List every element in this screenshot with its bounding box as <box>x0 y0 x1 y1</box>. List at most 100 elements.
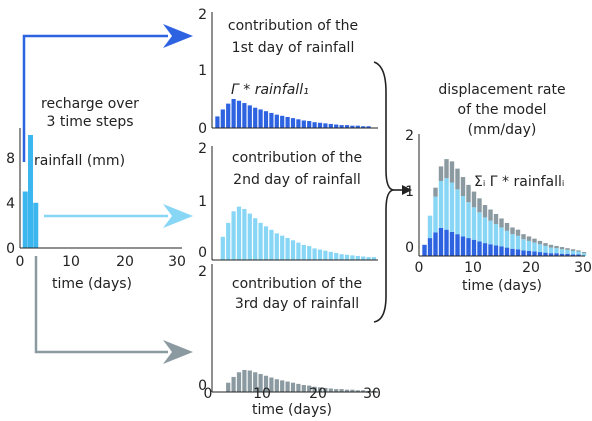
result-bar-day2 <box>493 224 499 246</box>
result-bar-day2 <box>576 251 581 255</box>
day1-ytick: 1 <box>198 63 207 79</box>
day1-caption-line1: contribution of the <box>228 18 358 34</box>
day2-bar <box>236 206 242 260</box>
result-bar-day2 <box>488 220 493 245</box>
day3-bar <box>290 382 296 392</box>
day2-bar <box>301 244 306 260</box>
day1-bar <box>366 126 371 128</box>
day2-bar <box>344 254 350 260</box>
result-bar-day3 <box>554 245 559 249</box>
result-bar-day3 <box>433 187 438 197</box>
day3-bar <box>253 372 258 392</box>
rainfall-xtick: 0 <box>16 254 25 270</box>
day3-bar <box>258 374 263 392</box>
day1-bar <box>334 124 339 128</box>
day1-bar <box>323 123 328 128</box>
day3-bar <box>301 385 306 392</box>
day1-bar <box>312 122 317 128</box>
result-bar-day2 <box>449 182 455 232</box>
day2-bar <box>242 208 247 260</box>
day1-bar <box>231 99 236 128</box>
arrow-to-day1-head <box>163 24 193 48</box>
result-bar-day1 <box>433 232 438 256</box>
result-bar-day2 <box>504 230 510 248</box>
result-bar-day1 <box>570 254 576 256</box>
day2-bar <box>280 235 285 260</box>
day3-bar <box>334 389 339 392</box>
result-bar-day3 <box>499 218 504 228</box>
day3-bar <box>280 380 285 392</box>
day3-bars <box>226 369 377 392</box>
day3-bar <box>366 390 371 392</box>
day3-bar <box>236 372 242 392</box>
day1-bar <box>296 119 301 128</box>
day3-ytick: 0 <box>198 378 207 394</box>
day1-bar <box>350 125 355 128</box>
day2-bar <box>253 218 258 260</box>
day1-bar <box>344 125 350 128</box>
day1-ytick: 2 <box>198 7 207 23</box>
day2-ytick: 0 <box>198 245 207 261</box>
result-bar-day1 <box>482 243 488 256</box>
result-bar-day2 <box>570 250 576 255</box>
day3-xtick: 20 <box>309 386 327 402</box>
result-bar-day2 <box>444 178 449 230</box>
rainfall-bar <box>22 191 28 248</box>
day1-bar <box>247 105 252 128</box>
result-bar-day3 <box>482 205 488 218</box>
day1-ytick: 0 <box>198 121 207 137</box>
arrow-to-day3-head <box>163 340 193 364</box>
day3-bar <box>263 375 269 392</box>
rainfall-bars <box>22 135 39 248</box>
day1-bar <box>317 122 323 128</box>
result-bar-day1 <box>477 241 482 256</box>
result-bar-day3 <box>455 168 460 190</box>
result-bar-day2 <box>510 234 515 249</box>
day2-bar <box>366 257 371 260</box>
result-bar-day2 <box>455 189 460 235</box>
result-bar-day3 <box>559 247 565 250</box>
day3-bar <box>269 377 274 392</box>
result-bar-day1 <box>548 253 554 256</box>
day1-bar <box>285 116 290 128</box>
result-bar-day2 <box>466 202 471 239</box>
result-bar-day1 <box>532 251 537 256</box>
day3-xtick: 30 <box>363 386 381 402</box>
day1-bar <box>242 103 247 128</box>
result-bar-day2 <box>526 240 532 251</box>
result-bar-day3 <box>576 250 581 252</box>
rainfall-bar <box>28 135 33 248</box>
result-bar-day2 <box>482 217 488 244</box>
day3-bar <box>296 383 301 392</box>
result-bar-day1 <box>565 253 570 256</box>
day3-caption-line2: 3rd day of rainfall <box>235 296 359 312</box>
connector-arrows <box>22 24 193 364</box>
day2-bar <box>334 253 339 260</box>
day3-bar <box>307 385 312 392</box>
day2-bar <box>317 249 323 260</box>
result-bar-day3 <box>581 252 587 254</box>
day2-panel: contribution of the 2nd day of rainfall … <box>198 141 378 261</box>
result-bar-day2 <box>433 196 438 233</box>
day1-formula: Γ * rainfall₁ <box>231 82 309 98</box>
arrow-to-day3 <box>34 256 168 354</box>
result-bar-day3 <box>460 177 466 197</box>
result-bar-day2 <box>471 207 477 240</box>
arrow-to-day1 <box>22 34 168 162</box>
day1-bar <box>236 100 242 128</box>
rainfall-bar <box>33 202 39 248</box>
result-bar-day2 <box>537 244 543 253</box>
day2-bar <box>361 256 366 260</box>
day2-bar <box>258 222 263 260</box>
day1-bar <box>301 120 306 128</box>
result-caption-line2: of the model <box>458 102 547 118</box>
day2-bars <box>220 206 377 260</box>
day3-ytick: 2 <box>198 264 207 280</box>
day1-bar <box>280 115 285 128</box>
day2-ytick: 2 <box>198 141 207 157</box>
result-bar-day3 <box>543 243 548 246</box>
day2-bar <box>263 226 269 260</box>
day3-panel: contribution of the 3rd day of rainfall … <box>198 264 381 418</box>
result-bar-day1 <box>504 247 510 256</box>
day1-bar <box>328 123 333 128</box>
